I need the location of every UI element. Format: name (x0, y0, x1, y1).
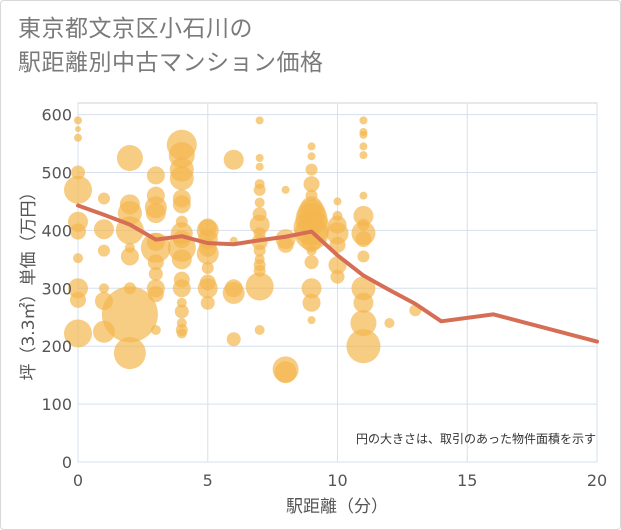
bubble-point (326, 222, 349, 245)
bubble-point (172, 279, 191, 298)
x-axis-title: 駅距離（分） (286, 497, 388, 517)
bubble-point (253, 244, 266, 257)
bubble-point (101, 286, 158, 343)
bubble-point (147, 254, 164, 271)
bubble-point (197, 278, 218, 299)
bubble-point (253, 183, 266, 196)
bubble-point (353, 205, 374, 226)
bubble-point (359, 191, 368, 200)
bubble-point (64, 319, 92, 348)
bubble-point (120, 247, 139, 266)
bubble-point (97, 244, 110, 257)
y-tick-label: 300 (41, 279, 72, 298)
bubble-point (357, 250, 370, 263)
bubble-point (147, 286, 164, 303)
bubble-point (306, 245, 317, 256)
bubble-point (346, 329, 381, 364)
bubble-point (255, 154, 264, 163)
bubble-point (277, 236, 294, 253)
bubble-point (68, 278, 88, 299)
bubble-point (145, 203, 166, 224)
bubble-point (201, 262, 214, 275)
bubble-point (359, 130, 368, 139)
bubble-point (353, 292, 374, 313)
bubble-point (73, 253, 83, 264)
bubble-point (222, 281, 245, 304)
bubble-point (70, 223, 86, 240)
bubble-point (359, 142, 368, 151)
bubble-point (97, 192, 110, 205)
bubble-point (359, 151, 368, 160)
bubble-point (172, 195, 191, 214)
y-tick-label: 100 (41, 395, 72, 414)
bubble-point (148, 266, 163, 281)
bubble-point (116, 145, 143, 172)
bubble-point (254, 197, 265, 208)
trend-series (76, 203, 599, 344)
bubble-point (274, 361, 297, 384)
bubble-point (200, 295, 215, 310)
x-tick-label: 0 (73, 471, 83, 490)
bubble-point (249, 214, 270, 235)
bubble-point (254, 324, 265, 335)
bubble-point (330, 269, 345, 284)
bubble-point (307, 142, 316, 151)
x-tick-label: 20 (587, 471, 607, 490)
bubble-point (98, 283, 109, 294)
bubble-point (245, 272, 274, 301)
bubble-point (307, 316, 316, 325)
y-tick-label: 0 (62, 453, 72, 472)
bubble-point (303, 176, 320, 193)
bubble-point (176, 328, 187, 339)
bubble-point (329, 236, 346, 253)
y-tick-label: 400 (41, 221, 72, 240)
y-tick-label: 200 (41, 337, 72, 356)
trend-line (76, 203, 599, 344)
bubble-point (333, 197, 342, 206)
bubble-point (384, 318, 395, 329)
bubble-point (74, 116, 82, 125)
bubble-point (255, 116, 264, 125)
x-tick-label: 10 (327, 471, 347, 490)
bubble-point (304, 255, 319, 270)
bubble-point (169, 166, 194, 191)
bubble-point (223, 149, 244, 170)
y-tick-label: 600 (41, 106, 72, 125)
bubble-point (113, 337, 146, 370)
bubble-point (255, 162, 264, 171)
bubble-point (171, 249, 192, 270)
bubble-point (71, 165, 85, 180)
bubble-point (359, 116, 368, 125)
bubble-point (307, 152, 316, 161)
bubble-point (74, 133, 82, 142)
chart-title-line1: 東京都文京区小石川の (18, 16, 253, 42)
bubble-point (355, 231, 372, 248)
y-tick-labels: 0 100 200 300 400 500 600 (41, 106, 72, 472)
y-axis-title: 坪（3.3㎡）単価（万円） (19, 183, 39, 380)
bubble-point (350, 310, 377, 337)
bubble-point (351, 276, 376, 301)
chart-title-line2: 駅距離別中古マンション価格 (18, 50, 324, 76)
size-note: 円の大きさは、取引のあった物件面積を示す (356, 431, 596, 446)
chart-title: 東京都文京区小石川の 駅距離別中古マンション価格 (18, 12, 324, 80)
y-tick-label: 500 (41, 163, 72, 182)
bubble-point (305, 163, 318, 176)
bubble-point (302, 293, 321, 312)
bubble-point (226, 332, 241, 347)
bubble-point (70, 291, 86, 308)
bubble-point (93, 219, 114, 240)
x-tick-labels: 0 5 10 15 20 (73, 471, 607, 490)
bubble-point (174, 304, 189, 319)
x-tick-label: 5 (203, 471, 213, 490)
bubble-point (75, 126, 81, 133)
bubble-point (150, 324, 161, 335)
bubble-point (64, 175, 92, 204)
x-tick-label: 15 (457, 471, 477, 490)
bubble-point (196, 242, 219, 265)
bubble-point (146, 166, 165, 185)
bubble-point (281, 185, 290, 194)
bubble-point (301, 278, 322, 299)
